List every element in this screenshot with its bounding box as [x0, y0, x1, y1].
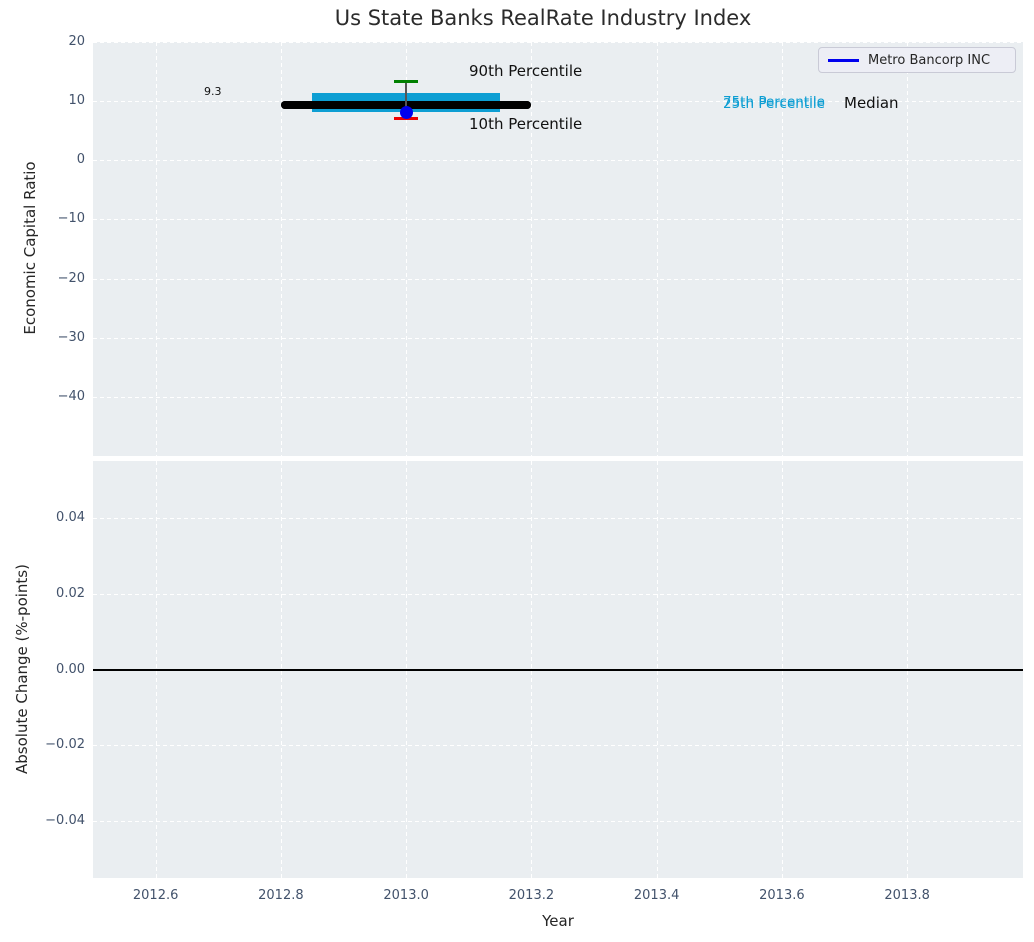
zero-line [93, 668, 1023, 671]
x-axis-label: Year [542, 912, 574, 930]
y-gridline [93, 517, 1023, 519]
bottom-y-tick-label: 0.04 [56, 509, 85, 525]
top-y-tick-label: 0 [76, 152, 85, 168]
y-gridline [93, 745, 1023, 747]
annotation-median: Median [844, 94, 899, 112]
x-gridline [406, 42, 408, 456]
legend: Metro Bancorp INC [818, 47, 1016, 73]
x-gridline [656, 42, 658, 456]
bottom-y-tick-label: 0.00 [56, 661, 85, 677]
bottom-y-tick-label: −0.02 [45, 737, 85, 753]
top-y-axis-label: Economic Capital Ratio [21, 161, 39, 335]
y-gridline [93, 821, 1023, 823]
annotation-25th-percentile: 25th Percentile [723, 96, 825, 112]
company-dot [399, 106, 413, 120]
y-gridline [93, 337, 1023, 339]
y-gridline [93, 396, 1023, 398]
legend-label: Metro Bancorp INC [868, 52, 991, 68]
top-y-tick-label: 20 [68, 34, 85, 49]
x-gridline [907, 42, 909, 456]
annotation-90th-percentile: 90th Percentile [469, 62, 583, 80]
x-gridline [781, 42, 783, 456]
x-tick-label: 2013.4 [633, 888, 680, 903]
y-gridline [93, 42, 1023, 43]
annotation-median-value: 9.3 [204, 85, 222, 98]
x-tick-label: 2012.6 [132, 888, 179, 903]
x-gridline [531, 42, 533, 456]
y-gridline [93, 593, 1023, 595]
top-y-tick-label: −40 [57, 388, 85, 404]
x-tick-label: 2013.8 [884, 888, 930, 903]
x-tick-label: 2013.2 [508, 888, 555, 903]
top-y-tick-label: −20 [57, 270, 85, 286]
top-y-tick-label: 10 [68, 93, 85, 109]
bottom-y-axis-label: Absolute Change (%-points) [13, 564, 31, 774]
y-gridline [93, 101, 1023, 103]
y-gridline [93, 278, 1023, 280]
y-gridline [93, 160, 1023, 162]
chart-title: Us State Banks RealRate Industry Index [334, 6, 752, 30]
legend-line-sample-icon [828, 58, 859, 62]
x-tick-label: 2012.8 [258, 888, 304, 903]
annotation-75th-percentile: 75th Percentile [723, 94, 825, 110]
p90-cap [394, 80, 419, 84]
x-gridline [155, 42, 157, 456]
bottom-y-tick-label: 0.02 [56, 585, 85, 601]
y-gridline [93, 219, 1023, 221]
whisker-line [405, 81, 408, 119]
x-tick-label: 2013.0 [383, 888, 429, 903]
x-tick-label: 2013.6 [759, 888, 805, 903]
x-gridline [280, 42, 282, 456]
top-plot-area [93, 42, 1023, 456]
bottom-y-tick-label: −0.04 [45, 813, 85, 829]
annotation-10th-percentile: 10th Percentile [469, 115, 583, 133]
top-y-tick-label: −30 [57, 329, 85, 345]
top-y-tick-label: −10 [57, 211, 85, 227]
